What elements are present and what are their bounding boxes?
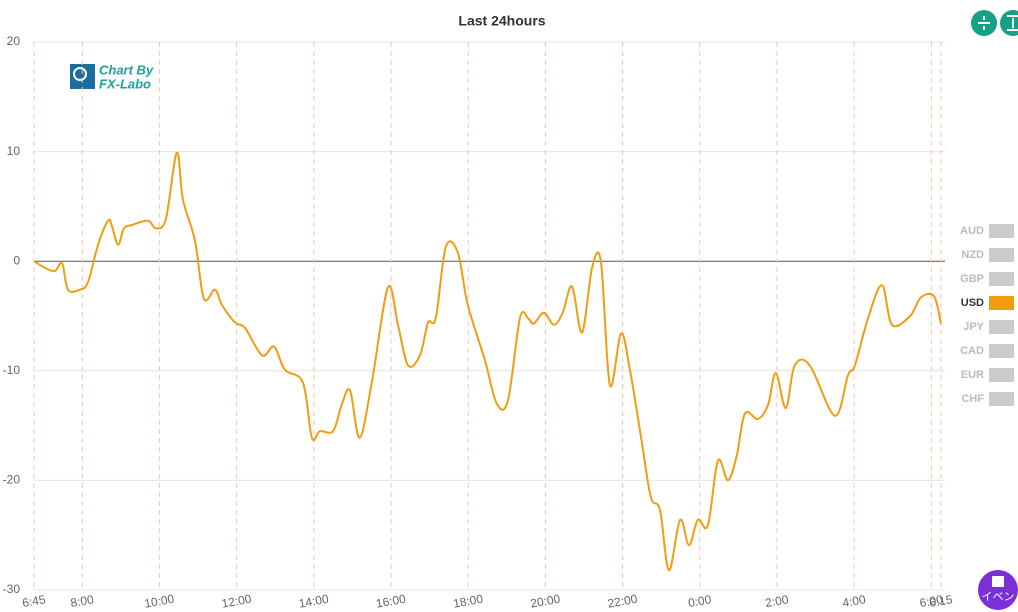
legend-label: USD [961, 297, 984, 309]
legend-label: CAD [960, 345, 984, 357]
y-tick-label: 10 [7, 144, 21, 158]
legend-swatch[interactable] [989, 344, 1014, 358]
legend-swatch[interactable] [989, 272, 1014, 286]
expand-button[interactable] [1000, 10, 1018, 36]
watermark-icon [73, 67, 87, 81]
expand-icon [1007, 15, 1018, 31]
legend-swatch[interactable] [989, 248, 1014, 262]
chart-title: Last 24hours [458, 13, 545, 29]
x-tick-label: 10:00 [143, 592, 175, 611]
y-tick-label: 0 [13, 253, 20, 267]
y-tick-label: 20 [7, 34, 21, 48]
y-tick-label: -10 [3, 363, 21, 377]
x-tick-label: 14:00 [298, 592, 330, 611]
x-tick-label: 6:45 [21, 592, 47, 610]
event-label: イベン [982, 591, 1015, 603]
y-tick-label: -30 [3, 582, 21, 596]
line [33, 151, 942, 572]
grid [33, 41, 945, 591]
x-tick-label: 4:00 [841, 592, 867, 610]
x-tick-label: 18:00 [452, 592, 484, 611]
watermark-text: Chart By [99, 62, 154, 77]
legend-swatch[interactable] [989, 224, 1014, 238]
legend-swatch[interactable] [989, 296, 1014, 310]
legend-swatch[interactable] [989, 368, 1014, 382]
legend-swatch[interactable] [989, 392, 1014, 406]
watermark: Chart By FX-Labo [70, 62, 154, 91]
legend-label: JPY [963, 321, 984, 333]
legend-label: EUR [961, 369, 984, 381]
x-tick-label: 6:15 [928, 592, 954, 610]
legend-label: GBP [960, 273, 984, 285]
x-tick-label: 20:00 [529, 592, 561, 611]
zoom-icon [978, 16, 990, 30]
toolbar: イベン [971, 10, 1018, 610]
legend-label: AUD [960, 225, 984, 237]
x-tick-label: 16:00 [375, 592, 407, 611]
x-tick-label: 8:00 [69, 592, 95, 610]
x-tick-label: 6:00 [918, 592, 944, 610]
watermark-text: FX-Labo [99, 76, 151, 91]
event-icon [992, 576, 1004, 587]
legend-label: NZD [961, 249, 984, 261]
x-tick-label: 2:00 [764, 592, 790, 610]
y-tick-label: -20 [3, 473, 21, 487]
x-tick-label: 12:00 [220, 592, 252, 611]
event-button[interactable] [978, 570, 1018, 610]
legend-label: CHF [961, 393, 984, 405]
x-tick-label: 0:00 [687, 592, 713, 610]
x-tick-label: 22:00 [606, 592, 638, 611]
legend-swatch[interactable] [989, 320, 1014, 334]
